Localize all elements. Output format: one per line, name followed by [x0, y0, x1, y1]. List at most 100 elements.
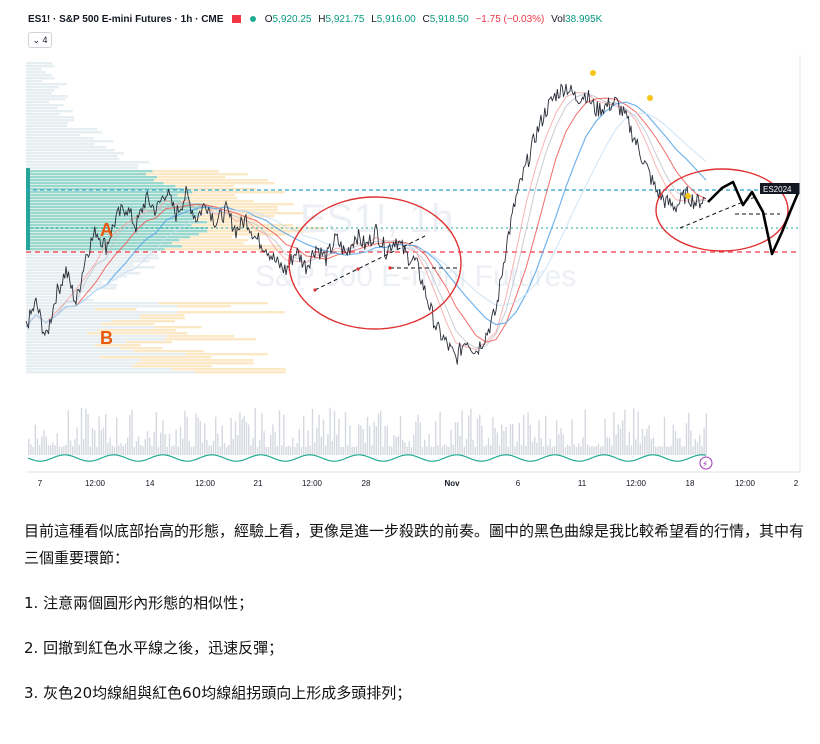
volume-bar [549, 439, 551, 455]
volume-bar [344, 412, 347, 455]
ma-light-blue [25, 113, 707, 328]
volume-bar [523, 414, 525, 455]
profile-bar [26, 275, 127, 278]
volume-bar [98, 416, 100, 455]
volume-bar [630, 445, 633, 455]
volume-bar [94, 430, 96, 455]
volume-bar [408, 441, 410, 455]
volume-bar [494, 428, 496, 455]
volume-bar [582, 437, 584, 455]
profile-bar [26, 362, 137, 365]
profile-bar [26, 77, 55, 80]
volume-bar [65, 444, 67, 455]
volume-bar [91, 428, 94, 455]
volume-bar [223, 443, 226, 455]
volume-bar [250, 445, 252, 455]
volume-bar [395, 436, 397, 455]
volume-bar [424, 439, 426, 455]
volume-bar [399, 416, 402, 455]
time-axis-label: 2 [794, 479, 799, 488]
volume-bar [443, 444, 446, 455]
profile-bar-value-area [136, 362, 254, 365]
volume-bar [536, 442, 538, 455]
volume-bar [85, 408, 87, 455]
profile-bar-value-area [180, 200, 254, 203]
profile-bar-value-area [189, 236, 232, 239]
price-series [25, 83, 707, 365]
volume-bar [615, 434, 617, 455]
volume-bar [153, 431, 155, 455]
volume-bar [547, 445, 549, 455]
profile-bar-value-area [164, 248, 282, 251]
volume-bar [661, 446, 663, 455]
profile-bar-value-area [101, 323, 155, 326]
volume-bar [63, 445, 65, 455]
volume-bar [639, 443, 641, 455]
symbol-legend[interactable]: ES1! · S&P 500 E-mini Futures · 1h · CME… [28, 14, 603, 25]
oscillator-line [27, 454, 707, 462]
high-value: 5,921.75 [325, 14, 365, 25]
volume-bar [124, 443, 127, 455]
profile-bar-value-area [177, 305, 231, 308]
volume-bar [426, 446, 428, 455]
volume-bar [105, 414, 107, 455]
volume-bar [287, 445, 289, 455]
volume-bar [637, 411, 639, 455]
volume-bar [322, 419, 325, 455]
time-axis-label: 14 [146, 479, 155, 488]
volume-bar [168, 433, 171, 455]
time-axis-label: 12:00 [302, 479, 323, 488]
profile-bar [26, 101, 50, 104]
volume-bar [36, 438, 39, 455]
volume-bar [270, 435, 272, 455]
profile-bar [26, 302, 159, 305]
time-axis-label: 12:00 [735, 479, 756, 488]
watermark-line1: ES1!, 1h [300, 197, 453, 241]
profile-bar-value-area [140, 359, 254, 362]
profile-bar [26, 74, 53, 77]
volume-bar [562, 434, 564, 455]
profile-bar-value-area [212, 206, 279, 209]
profile-bar [26, 113, 60, 116]
profile-bar [26, 83, 67, 86]
symbol-title[interactable]: ES1! · S&P 500 E-mini Futures · 1h · CME [28, 14, 224, 25]
profile-bar [26, 146, 107, 149]
volume-bar [386, 426, 388, 455]
indicator-collapse-button[interactable]: ⌄ 4 [28, 32, 52, 48]
profile-bar-value-area [163, 182, 275, 185]
profile-bar-value-area [95, 344, 141, 347]
price-chart[interactable]: ES1!, 1h S&P 500 E-mini Futures [0, 0, 820, 500]
profile-bar-value-area [125, 341, 172, 344]
article-item-3: 3. 灰色20均線組與紅色60均線組拐頭向上形成多頭排列； [24, 684, 412, 702]
profile-bar [26, 173, 147, 176]
profile-bar-value-area [167, 335, 235, 338]
low-value: 5,916.00 [376, 14, 416, 25]
volume-bar [518, 422, 520, 455]
volume-bar [100, 429, 102, 455]
volume-bar [43, 430, 45, 455]
volume-bar [217, 433, 219, 455]
profile-bar-value-area [97, 329, 177, 332]
volume-bar [567, 444, 569, 455]
profile-bar-value-area [140, 314, 185, 317]
volume-bar [677, 438, 679, 455]
volume-bar [133, 447, 135, 455]
volume-bar [54, 445, 56, 455]
volume-bar [111, 445, 113, 455]
replay-icon[interactable]: ⚡ [699, 456, 713, 470]
volume-bar [569, 446, 571, 455]
profile-bar-value-area [183, 188, 256, 191]
volume-bar [633, 408, 635, 455]
volume-bar [107, 443, 109, 455]
profile-bar-value-area [199, 233, 291, 236]
volume-bar [259, 439, 261, 455]
volume-bar [534, 436, 536, 455]
volume-bar [441, 446, 443, 455]
volume-bar [404, 442, 406, 455]
volume-bar [558, 434, 560, 455]
volume-bar [28, 438, 30, 455]
volume-bar [309, 445, 311, 455]
volume-bar [166, 447, 168, 455]
volume-bar [146, 431, 149, 455]
chart-panel[interactable]: ES1!, 1h S&P 500 E-mini Futures [0, 0, 820, 500]
